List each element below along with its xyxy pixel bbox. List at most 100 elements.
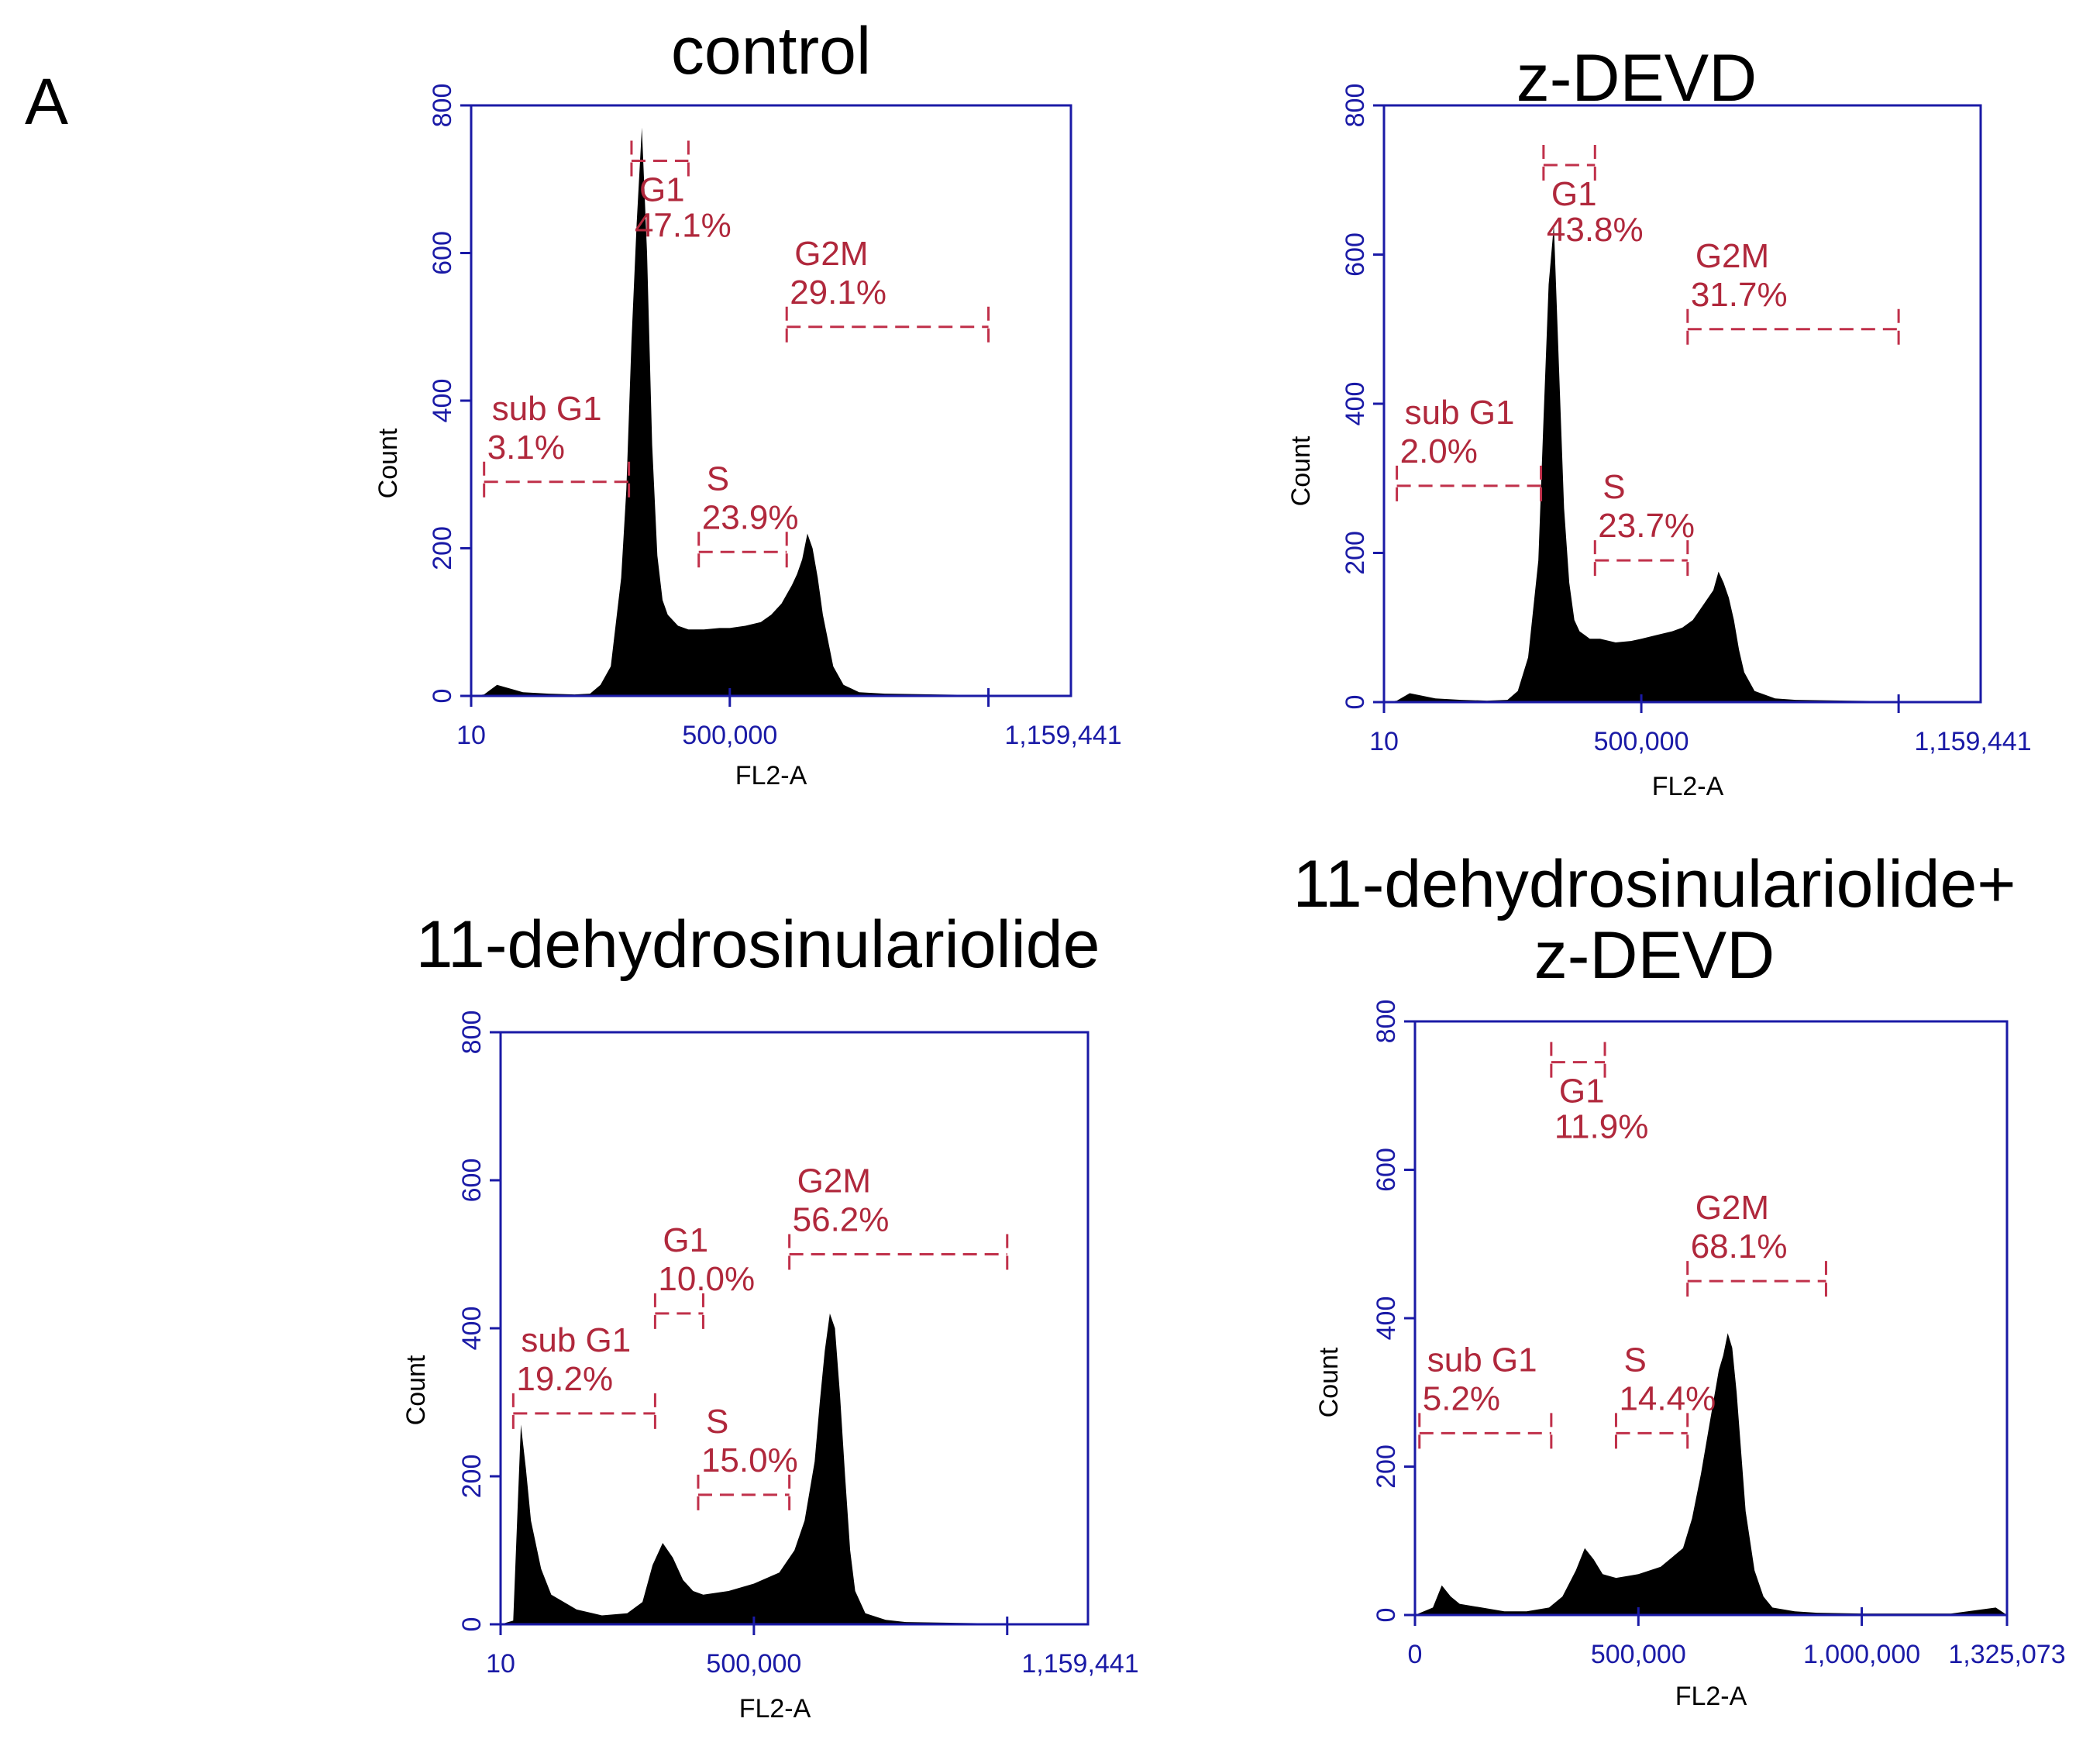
gate-label: S bbox=[707, 460, 729, 498]
axes-layer: 0 200 400 600 800 10 500,000 1,159,441 bbox=[457, 1011, 1139, 1679]
y-tick-label: 200 bbox=[428, 526, 457, 570]
gate-percentage: 5.2% bbox=[1423, 1379, 1500, 1417]
y-tick-label: 800 bbox=[1372, 1000, 1401, 1044]
x-tick-label: 1,159,441 bbox=[1021, 1649, 1138, 1679]
x-axis-label: FL2-A bbox=[1652, 772, 1724, 801]
y-tick-label: 200 bbox=[457, 1455, 487, 1499]
chart-title-line: control bbox=[671, 14, 871, 88]
y-tick-label: 400 bbox=[1341, 382, 1370, 426]
gate-marker bbox=[788, 1234, 1009, 1275]
y-tick-label: 600 bbox=[428, 231, 457, 275]
gate-percentage: 23.7% bbox=[1598, 507, 1695, 545]
gate-percentage: 23.9% bbox=[702, 498, 799, 536]
gate-label: G2M bbox=[1695, 237, 1769, 275]
gate-label: S bbox=[1623, 1341, 1646, 1379]
histogram-series bbox=[1415, 1333, 2007, 1615]
gate-marker bbox=[1614, 1413, 1689, 1454]
y-tick-label: 600 bbox=[1341, 232, 1370, 277]
histogram-layer bbox=[1415, 1333, 2007, 1615]
gate-percentage: 68.1% bbox=[1691, 1228, 1788, 1266]
gate-marker bbox=[483, 461, 631, 502]
gate-marker bbox=[1550, 1042, 1606, 1083]
gate-label: S bbox=[706, 1403, 728, 1441]
x-tick-label: 0 bbox=[1408, 1640, 1423, 1669]
axes-layer: 0 200 400 600 800 10 500,000 1,159,441 bbox=[1341, 84, 2032, 756]
x-tick-label: 500,000 bbox=[1594, 727, 1689, 756]
gate-marker bbox=[1396, 465, 1543, 506]
x-tick-label: 1,000,000 bbox=[1803, 1640, 1920, 1669]
gate-label: sub G1 bbox=[1405, 394, 1515, 432]
chart-title-line: 11-dehydrosinulariolide+ bbox=[1293, 847, 2016, 921]
gate-marker bbox=[1686, 1261, 1827, 1302]
y-tick-label: 600 bbox=[457, 1159, 487, 1203]
gate-percentage: 19.2% bbox=[516, 1360, 613, 1398]
y-tick-label: 200 bbox=[1372, 1445, 1401, 1489]
y-tick-label: 400 bbox=[1372, 1297, 1401, 1341]
gate-marker bbox=[1418, 1413, 1553, 1454]
gate-label: S bbox=[1603, 468, 1625, 506]
gate-percentage: 47.1% bbox=[635, 206, 732, 244]
x-tick-label: 10 bbox=[456, 721, 486, 750]
y-axis-label: Count bbox=[401, 1355, 431, 1425]
gate-percentage: 10.0% bbox=[658, 1260, 755, 1298]
x-tick-label: 1,159,441 bbox=[1004, 721, 1121, 750]
gate-label: G1 bbox=[1551, 175, 1597, 213]
y-axis-label: Count bbox=[1286, 436, 1316, 506]
histogram-layer bbox=[501, 1313, 1088, 1624]
gate-percentage: 43.8% bbox=[1547, 211, 1644, 249]
gate-label: sub G1 bbox=[492, 390, 602, 428]
gate-percentage: 31.7% bbox=[1691, 276, 1788, 314]
gate-marker bbox=[697, 532, 788, 573]
gate-marker bbox=[697, 1474, 791, 1515]
gate-marker bbox=[1542, 145, 1596, 185]
gate-marker bbox=[511, 1393, 656, 1434]
y-tick-label: 600 bbox=[1372, 1148, 1401, 1192]
x-axis-label: FL2-A bbox=[1675, 1682, 1747, 1711]
gate-label: G2M bbox=[797, 1162, 871, 1200]
gate-label: sub G1 bbox=[1427, 1341, 1537, 1379]
x-axis-label: FL2-A bbox=[739, 1694, 811, 1724]
gate-label: G1 bbox=[663, 1221, 708, 1259]
panel-letter: A bbox=[25, 65, 68, 138]
x-tick-label: 500,000 bbox=[1591, 1640, 1686, 1669]
gate-percentage: 11.9% bbox=[1554, 1108, 1649, 1146]
x-tick-label: 500,000 bbox=[682, 721, 777, 750]
y-tick-label: 400 bbox=[457, 1307, 487, 1351]
y-tick-label: 400 bbox=[428, 379, 457, 423]
y-tick-label: 0 bbox=[1341, 695, 1370, 710]
gate-percentage: 56.2% bbox=[793, 1201, 890, 1239]
chart-title-line: 11-dehydrosinulariolide bbox=[416, 907, 1100, 982]
y-tick-label: 0 bbox=[428, 689, 457, 704]
gate-percentage: 29.1% bbox=[790, 274, 886, 312]
gate-label: G1 bbox=[1559, 1073, 1605, 1111]
gate-label: G2M bbox=[1695, 1189, 1769, 1227]
gate-percentage: 3.1% bbox=[487, 429, 565, 467]
gate-label: G2M bbox=[794, 235, 868, 273]
axes-layer: 0 200 400 600 800 0 500,000 1,000,000 1,325,073 bbox=[1372, 1000, 2066, 1669]
x-tick-label: 500,000 bbox=[706, 1649, 801, 1679]
y-tick-label: 800 bbox=[457, 1011, 487, 1055]
gate-marker bbox=[1686, 308, 1900, 350]
y-tick-label: 800 bbox=[428, 84, 457, 128]
y-tick-label: 0 bbox=[457, 1617, 487, 1632]
gate-marker bbox=[785, 306, 990, 347]
y-axis-label: Count bbox=[1314, 1347, 1344, 1417]
gate-marker bbox=[653, 1293, 705, 1334]
gate-label: sub G1 bbox=[521, 1321, 631, 1359]
x-tick-label: 1,325,073 bbox=[1948, 1640, 2065, 1669]
histogram-series bbox=[501, 1313, 1088, 1624]
y-tick-label: 200 bbox=[1341, 531, 1370, 575]
gate-marker bbox=[630, 140, 690, 181]
axes-layer: 0 200 400 600 800 10 500,000 1,159,441 bbox=[428, 84, 1122, 750]
y-axis-label: Count bbox=[374, 428, 403, 498]
chart-title-line: z-DEVD bbox=[1516, 41, 1757, 115]
